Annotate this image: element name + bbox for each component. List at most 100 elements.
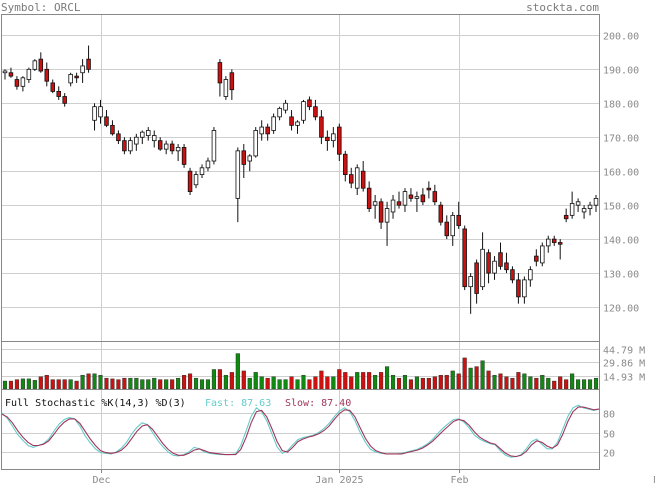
- candle: [587, 201, 593, 216]
- candle-body: [265, 126, 270, 135]
- candle: [20, 76, 26, 92]
- candle-body: [587, 204, 593, 209]
- candle-body: [151, 135, 157, 142]
- stochastic-slow-label: Slow: 87.40: [285, 398, 351, 409]
- volume-bar: [474, 366, 479, 390]
- candle: [259, 120, 264, 141]
- candle-body: [122, 140, 127, 152]
- price-tick-label: 130.00: [603, 270, 639, 281]
- volume-bar: [438, 375, 443, 390]
- volume-bar: [414, 376, 419, 390]
- volume-bar: [486, 370, 491, 390]
- volume-bar: [199, 379, 205, 390]
- volume-bar: [26, 378, 31, 390]
- volume-bar: [277, 379, 282, 390]
- candle: [235, 147, 241, 223]
- volume-tick-label: 29.86 M: [603, 359, 645, 370]
- candle: [229, 69, 235, 100]
- volume-bar: [367, 372, 372, 390]
- candle-body: [98, 106, 103, 118]
- volume-bar: [235, 353, 240, 390]
- candle-body: [68, 74, 73, 84]
- candle: [307, 96, 312, 111]
- volume-bar: [229, 372, 234, 390]
- volume-bar: [14, 379, 19, 390]
- candle: [241, 144, 247, 178]
- candle: [534, 249, 539, 267]
- volume-bar: [587, 379, 593, 390]
- candle-body: [468, 276, 473, 288]
- candle: [134, 133, 139, 151]
- candle-body: [354, 167, 360, 189]
- volume-bar: [80, 375, 85, 390]
- volume-bar: [510, 377, 515, 390]
- candle: [181, 144, 187, 168]
- volume-bar: [104, 377, 109, 390]
- candle-body: [534, 255, 539, 262]
- volume-bar: [379, 372, 384, 390]
- stochastic-panel: 80 50 20: [1, 404, 615, 460]
- volume-bar: [122, 377, 127, 390]
- volume-bar: [146, 379, 151, 390]
- volume-bar: [373, 375, 378, 390]
- candle-body: [569, 203, 575, 216]
- volume-bar: [217, 369, 222, 390]
- candle: [116, 130, 121, 145]
- volume-bar: [498, 373, 503, 390]
- candle: [122, 137, 127, 155]
- candle-body: [134, 136, 139, 145]
- volume-bar: [504, 376, 509, 390]
- candle: [331, 127, 336, 148]
- volume-bar: [522, 373, 527, 390]
- candle-body: [581, 208, 587, 213]
- candle: [575, 198, 581, 212]
- x-tick-label: Jan 2025: [315, 475, 363, 486]
- candle: [104, 110, 109, 128]
- candle: [384, 201, 390, 246]
- price-tick-label: 200.00: [603, 32, 639, 43]
- volume-bar: [188, 373, 193, 390]
- candle: [396, 191, 402, 209]
- candle-body: [396, 201, 402, 206]
- candle-body: [337, 126, 342, 155]
- candle-body: [426, 187, 432, 191]
- candle-body: [432, 191, 438, 203]
- volume-bar: [2, 380, 8, 390]
- candle-body: [277, 107, 282, 118]
- volume-bar: [325, 376, 330, 390]
- candle: [450, 211, 455, 246]
- candle-body: [486, 252, 491, 274]
- price-tick-label: 170.00: [603, 134, 639, 145]
- candle: [593, 194, 599, 212]
- candle: [74, 72, 79, 83]
- candle: [438, 201, 444, 226]
- candle-body: [456, 214, 461, 226]
- candle: [486, 249, 491, 284]
- stochastic-line-fast: [1, 404, 600, 458]
- volume-bar: [170, 379, 175, 390]
- candle: [193, 171, 199, 189]
- volume-bar: [68, 379, 73, 390]
- candle-body: [414, 196, 420, 199]
- candle-body: [175, 147, 181, 152]
- candle: [432, 184, 438, 206]
- volume-bar: [205, 379, 211, 390]
- volume-bar: [558, 376, 563, 390]
- candle: [408, 188, 414, 202]
- candle-body: [2, 70, 8, 74]
- volume-bar: [134, 377, 139, 390]
- candle: [492, 256, 497, 280]
- candle-body: [181, 147, 187, 165]
- candle: [456, 201, 461, 229]
- volume-bar: [92, 373, 97, 390]
- price-tick-label: 190.00: [603, 66, 639, 77]
- candle-body: [480, 248, 485, 288]
- candle-body: [229, 72, 235, 91]
- volume-bar: [44, 375, 49, 390]
- volume-bar: [259, 376, 264, 390]
- volume-bar: [582, 379, 587, 390]
- candle: [169, 140, 175, 155]
- candle: [32, 59, 38, 72]
- volume-bar: [396, 377, 402, 390]
